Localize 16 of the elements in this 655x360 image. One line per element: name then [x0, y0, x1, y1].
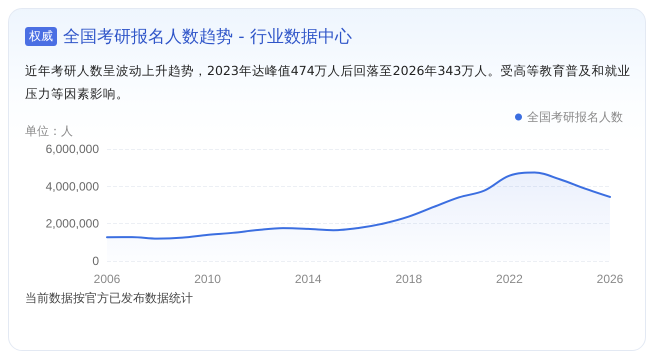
- text: 当前数据按官方已发布数据统计: [25, 290, 193, 307]
- y-axis-title: 单位：人: [25, 124, 73, 138]
- x-tick-label: 2010: [194, 272, 222, 286]
- y-tick-label: 4,000,000: [46, 179, 100, 194]
- chart-subtitle: 近年考研人数呈波动上升趋势，2023年达峰值474万人后回落至2026年343万人。受高等教育普及和就业压力等因素影响。: [25, 62, 631, 103]
- x-tick-label: 2006: [94, 272, 121, 286]
- x-tick-label: 2022: [496, 272, 524, 286]
- y-tick-label: 0: [92, 254, 100, 268]
- x-tick-label: 2014: [294, 272, 322, 286]
- chart-title: 全国考研报名人数趋势 - 行业数据中心: [63, 26, 352, 48]
- y-tick-label: 2,000,000: [46, 216, 100, 231]
- y-tick-label: 6,000,000: [46, 142, 100, 156]
- legend-label: 全国考研报名人数: [527, 110, 623, 124]
- x-tick-label: 2026: [596, 272, 624, 286]
- text: 权威: [25, 27, 57, 46]
- x-tick-label: 2018: [395, 272, 422, 286]
